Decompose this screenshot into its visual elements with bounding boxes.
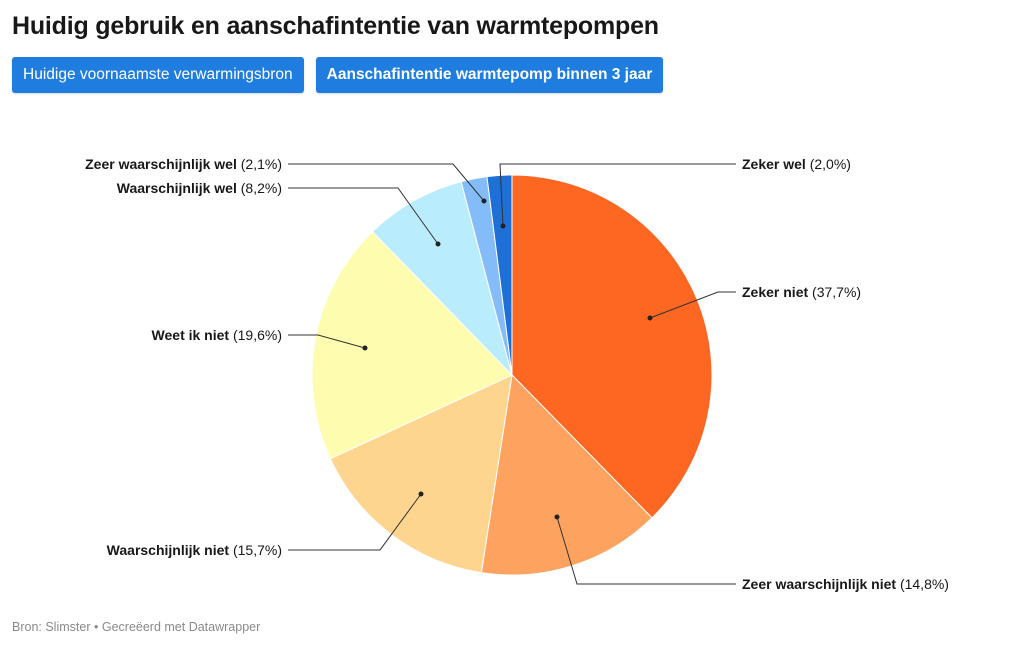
leader-line-zeer-waarschijnlijk-wel xyxy=(288,163,485,202)
footer: Bron: Slimster • Gecreëerd met Datawrapp… xyxy=(12,620,260,634)
slice-label-zeer-waarschijnlijk-niet: Zeer waarschijnlijk niet (14,8%) xyxy=(742,576,949,592)
pie-slice-waarschijnlijk-wel[interactable] xyxy=(371,180,513,377)
slice-label-waarschijnlijk-niet: Waarschijnlijk niet (15,7%) xyxy=(107,542,282,558)
slice-label-value: (2,0%) xyxy=(806,156,851,172)
source-text: Bron: Slimster xyxy=(12,620,91,634)
slice-label-value: (2,1%) xyxy=(237,156,282,172)
leader-dot-waarschijnlijk-wel xyxy=(435,241,441,247)
chart-title: Huidig gebruik en aanschafintentie van w… xyxy=(12,12,659,40)
slice-label-name: Zeer waarschijnlijk niet xyxy=(742,576,896,592)
slice-label-name: Zeker wel xyxy=(742,156,806,172)
slice-label-value: (15,7%) xyxy=(229,542,282,558)
slice-label-name: Zeer waarschijnlijk wel xyxy=(85,156,237,172)
leader-dot-weet-ik-niet xyxy=(362,345,368,351)
leader-line-waarschijnlijk-niet xyxy=(288,493,422,551)
leader-line-zeker-niet xyxy=(649,291,736,319)
leader-dot-waarschijnlijk-niet xyxy=(418,491,424,497)
slice-label-value: (8,2%) xyxy=(237,180,282,196)
leader-line-waarschijnlijk-wel xyxy=(288,187,439,245)
footer-separator: • xyxy=(93,620,99,634)
leader-line-zeer-waarschijnlijk-niet xyxy=(556,516,736,585)
leader-line-weet-ik-niet xyxy=(288,334,366,349)
leader-dot-zeer-waarschijnlijk-wel xyxy=(481,198,487,204)
tab-bar: Huidige voornaamste verwarmingsbron Aans… xyxy=(12,57,664,93)
leader-dot-zeker-niet xyxy=(647,315,653,321)
slice-label-weet-ik-niet: Weet ik niet (19,6%) xyxy=(152,327,282,343)
slice-label-name: Waarschijnlijk niet xyxy=(107,542,230,558)
slice-label-name: Waarschijnlijk wel xyxy=(117,180,237,196)
pie-slice-weet-ik-niet[interactable] xyxy=(311,230,513,460)
pie-slice-zeer-waarschijnlijk-niet[interactable] xyxy=(480,373,653,576)
slice-label-value: (19,6%) xyxy=(229,327,282,343)
leader-dot-zeer-waarschijnlijk-niet xyxy=(554,514,560,520)
slice-label-name: Zeker niet xyxy=(742,284,808,300)
slice-label-zeker-niet: Zeker niet (37,7%) xyxy=(742,284,861,300)
tab-huidige-verwarmingsbron[interactable]: Huidige voornaamste verwarmingsbron xyxy=(12,57,304,93)
tab-aanschafintentie[interactable]: Aanschafintentie warmtepomp binnen 3 jaa… xyxy=(315,57,664,93)
slice-labels: Zeker niet (37,7%) Zeer waarschijnlijk ni… xyxy=(85,156,949,592)
datawrapper-credit-link[interactable]: Gecreëerd met Datawrapper xyxy=(101,620,261,634)
pie-slice-zeker-wel[interactable] xyxy=(486,174,513,376)
slice-label-zeer-waarschijnlijk-wel: Zeer waarschijnlijk wel (2,1%) xyxy=(85,156,282,172)
slice-label-value: (37,7%) xyxy=(808,284,861,300)
pie-slice-zeker-niet[interactable] xyxy=(511,174,713,519)
leader-dot-zeker-wel xyxy=(500,223,506,229)
slice-label-waarschijnlijk-wel: Waarschijnlijk wel (8,2%) xyxy=(117,180,282,196)
leader-line-zeker-wel xyxy=(499,163,736,227)
slice-label-name: Weet ik niet xyxy=(152,327,230,343)
slice-label-value: (14,8%) xyxy=(896,576,949,592)
slice-label-zeker-wel: Zeker wel (2,0%) xyxy=(742,156,851,172)
pie-slices xyxy=(311,174,713,576)
